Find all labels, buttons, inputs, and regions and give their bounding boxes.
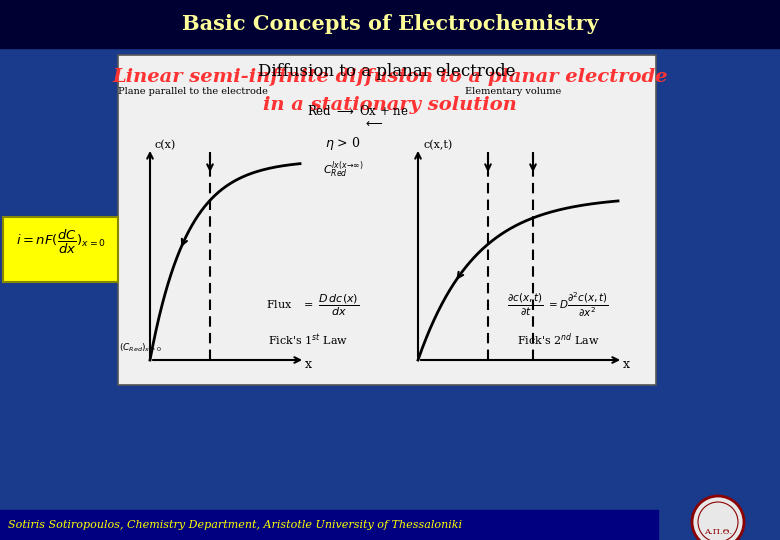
Text: $i = nF(\dfrac{dC}{dx})_{x=0}$: $i = nF(\dfrac{dC}{dx})_{x=0}$: [16, 227, 105, 255]
Text: A.Π.Θ.: A.Π.Θ.: [704, 528, 732, 536]
Text: Elementary volume: Elementary volume: [465, 86, 561, 96]
Text: Fick's 1$^{st}$ Law: Fick's 1$^{st}$ Law: [268, 332, 348, 348]
Bar: [0, 510, 658, 540]
Circle shape: [692, 496, 744, 540]
Text: Plane parallel to the electrode: Plane parallel to the electrode: [118, 86, 268, 96]
Text: Diffusion to a planar electrode: Diffusion to a planar electrode: [258, 63, 516, 79]
Text: c(x): c(x): [154, 140, 176, 150]
Text: $(C_{Red})_{x=0}$: $(C_{Red})_{x=0}$: [119, 342, 161, 354]
Text: $\dfrac{\partial c(x,t)}{\partial t}$ $= D\dfrac{\partial^2 c(x,t)}{\partial x^2: $\dfrac{\partial c(x,t)}{\partial t}$ $=…: [507, 291, 609, 320]
Text: Red $\longrightarrow$ Ox + ne: Red $\longrightarrow$ Ox + ne: [307, 104, 409, 118]
Text: $C_{Red}^{lx(x\!\rightarrow\!\infty)}$: $C_{Red}^{lx(x\!\rightarrow\!\infty)}$: [323, 160, 363, 180]
Text: c(x,t): c(x,t): [424, 140, 452, 150]
Text: x: x: [622, 359, 629, 372]
Text: Fick's 2$^{nd}$ Law: Fick's 2$^{nd}$ Law: [516, 332, 599, 348]
Bar: [3, 217, 118, 282]
Text: Basic Concepts of Electrochemistry: Basic Concepts of Electrochemistry: [182, 14, 598, 34]
Text: Flux   $=$ $\dfrac{D\,dc(x)}{dx}$: Flux $=$ $\dfrac{D\,dc(x)}{dx}$: [266, 292, 360, 318]
Bar: [118, 55, 656, 385]
Text: x: x: [304, 359, 311, 372]
Text: in a stationary solution: in a stationary solution: [263, 96, 517, 114]
Text: Sotiris Sotiropoulos, Chemistry Department, Aristotle University of Thessaloniki: Sotiris Sotiropoulos, Chemistry Departme…: [8, 520, 462, 530]
Text: $\longleftarrow$: $\longleftarrow$: [363, 117, 383, 130]
Text: $\eta$ > 0: $\eta$ > 0: [325, 134, 361, 152]
Text: Linear semi-infinite diffusion to a planar electrode: Linear semi-infinite diffusion to a plan…: [112, 68, 668, 86]
Bar: [0, 0, 780, 48]
